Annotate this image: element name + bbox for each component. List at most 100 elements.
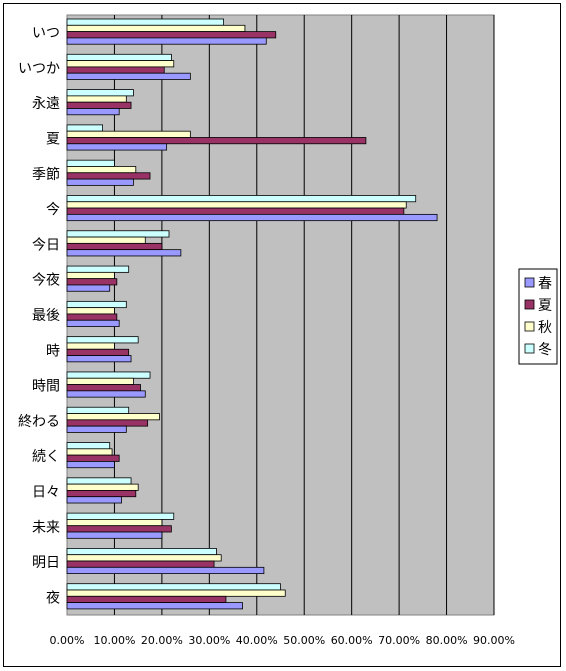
bar-1 [66, 336, 139, 344]
bar-2 [66, 519, 163, 527]
bar-2 [66, 554, 222, 562]
bar-1 [66, 195, 417, 203]
bar-2 [66, 377, 134, 385]
bar-4 [66, 461, 115, 469]
x-tick-label: 30.00% [188, 634, 230, 647]
bar-4 [66, 496, 122, 504]
category-label: 時間 [32, 379, 60, 395]
bar-4 [66, 108, 120, 116]
bar-4 [66, 425, 127, 433]
bar-4 [66, 531, 163, 539]
bar-3 [66, 101, 132, 109]
bar-4 [66, 355, 132, 363]
bar-4 [66, 178, 134, 186]
bar-1 [66, 583, 281, 591]
bar-1 [66, 442, 111, 450]
bar-1 [66, 406, 130, 414]
bar-1 [66, 89, 134, 97]
category-label: 明日 [32, 555, 60, 571]
x-tick-label: 60.00% [331, 634, 373, 647]
x-tick-label: 90.00% [473, 634, 515, 647]
legend-label: 夏 [538, 298, 552, 314]
bar-3 [66, 66, 165, 74]
bar-4 [66, 143, 168, 151]
category-label: 最後 [32, 308, 60, 324]
x-tick-label: 40.00% [236, 634, 278, 647]
bar-3 [66, 384, 141, 392]
category-label: 続く [32, 448, 60, 465]
category-label: 夜 [46, 590, 60, 606]
bar-4 [66, 72, 191, 80]
bar-2 [66, 201, 407, 209]
bar-1 [66, 371, 151, 379]
bar-4 [66, 566, 265, 575]
bar-4 [66, 284, 111, 292]
bar-4 [66, 213, 438, 222]
bar-1 [66, 124, 103, 132]
bar-2 [66, 307, 115, 315]
category-label: 今 [46, 202, 60, 218]
x-tick-label: 70.00% [378, 634, 420, 647]
bar-1 [66, 53, 172, 61]
legend-swatch [524, 343, 535, 354]
bar-3 [66, 525, 172, 533]
bar-3 [66, 172, 151, 180]
legend-label: 冬 [538, 342, 552, 358]
bar-1 [66, 300, 127, 309]
category-label: 時 [46, 343, 60, 359]
bar-2 [66, 483, 139, 491]
bar-2 [66, 236, 146, 244]
bar-3 [66, 207, 405, 215]
bar-3 [66, 454, 120, 462]
bar-3 [66, 31, 277, 39]
bar-3 [66, 560, 215, 568]
bar-1 [66, 159, 115, 167]
bar-1 [66, 230, 170, 238]
category-label: 今日 [32, 237, 60, 253]
bar-2 [66, 448, 113, 456]
category-label: 今夜 [32, 273, 60, 289]
bar-4 [66, 602, 243, 610]
bar-2 [66, 95, 127, 103]
bar-3 [66, 490, 137, 498]
bar-3 [66, 137, 367, 145]
bar-1 [66, 548, 217, 556]
category-label: 終わる [18, 414, 60, 430]
legend-swatch [524, 277, 535, 288]
bar-2 [66, 130, 191, 138]
legend-label: 春 [538, 276, 552, 292]
bar-4 [66, 37, 267, 45]
bar-3 [66, 595, 227, 604]
chart-frame: いつ いつか 永遠夏季節今今日 今夜 最後時時間 終わる 続く 日々 未来 明日夜 0.00% 10… [3, 3, 561, 667]
bar-3 [66, 313, 118, 321]
legend-swatch [524, 321, 535, 332]
category-label: いつか [18, 61, 60, 77]
bar-1 [66, 18, 224, 26]
category-label: 夏 [46, 132, 60, 148]
x-tick-label: 20.00% [141, 634, 183, 647]
bar-4 [66, 390, 146, 398]
x-tick-label: 0.00% [50, 634, 85, 647]
bar-2 [66, 166, 137, 174]
bar-3 [66, 278, 118, 286]
category-label: 季節 [32, 166, 60, 183]
legend-swatch [524, 299, 535, 310]
legend-label: 秋 [538, 320, 552, 336]
bars [66, 18, 438, 610]
x-tick-labels: 0.00% 10.00% 20.00% 30.00% 40.00% 50.00% 60.00… [50, 634, 515, 647]
x-tick-label: 80.00% [426, 634, 468, 647]
bar-4 [66, 319, 120, 327]
bar-1 [66, 512, 175, 520]
x-tick-label: 10.00% [93, 634, 135, 647]
bar-2 [66, 271, 115, 280]
bar-2 [66, 413, 160, 421]
bar-2 [66, 342, 115, 350]
bar-1 [66, 477, 132, 485]
category-label: 永遠 [32, 96, 60, 112]
bar-4 [66, 249, 182, 257]
bar-3 [66, 242, 163, 251]
bar-3 [66, 419, 149, 427]
